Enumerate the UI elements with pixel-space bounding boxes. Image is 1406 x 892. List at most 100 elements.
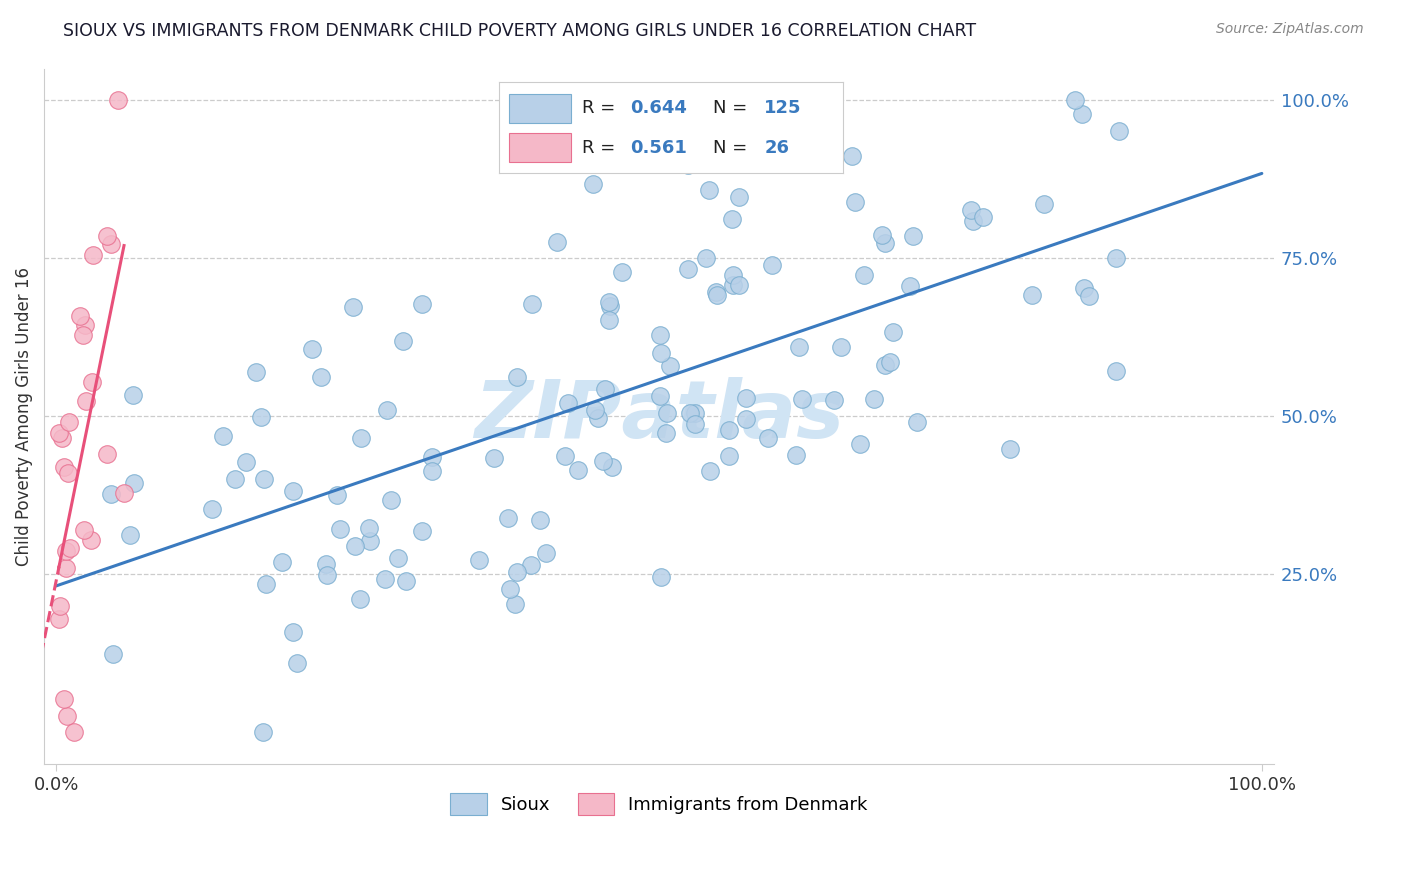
Point xyxy=(841,149,863,163)
Point xyxy=(972,211,994,225)
Point xyxy=(882,325,904,339)
Point xyxy=(735,412,758,426)
Point xyxy=(848,437,870,451)
Point xyxy=(506,566,529,580)
Point xyxy=(53,691,76,706)
Point xyxy=(503,597,526,611)
Point xyxy=(224,472,246,486)
Point xyxy=(699,183,721,197)
Point xyxy=(122,476,145,491)
Point xyxy=(1070,106,1092,120)
Point xyxy=(761,259,783,273)
Point xyxy=(51,431,73,445)
Point xyxy=(583,403,606,417)
Point xyxy=(49,599,72,614)
Point xyxy=(52,460,75,475)
Point xyxy=(650,569,672,583)
Point xyxy=(599,299,621,313)
Point xyxy=(873,236,896,251)
Point xyxy=(377,402,399,417)
Point xyxy=(506,369,529,384)
Point xyxy=(721,268,744,282)
Point xyxy=(391,334,413,348)
Point xyxy=(349,592,371,607)
Point xyxy=(593,382,616,396)
Point xyxy=(998,442,1021,456)
Point xyxy=(63,725,86,739)
Point xyxy=(80,533,103,548)
Point xyxy=(706,288,728,302)
Point xyxy=(592,453,614,467)
Point xyxy=(48,425,70,440)
Point xyxy=(395,574,418,589)
Point xyxy=(879,354,901,368)
Point xyxy=(482,450,505,465)
Point xyxy=(695,251,717,265)
Point xyxy=(271,555,294,569)
Point xyxy=(659,359,682,373)
Point xyxy=(598,295,620,310)
Point xyxy=(72,328,94,343)
Point xyxy=(792,392,814,406)
Point xyxy=(82,248,104,262)
Point xyxy=(235,455,257,469)
Point xyxy=(853,268,876,283)
Point xyxy=(529,513,551,527)
Point xyxy=(100,487,122,501)
Point xyxy=(738,144,761,158)
Point xyxy=(522,297,544,311)
Point xyxy=(281,625,304,640)
Point xyxy=(567,462,589,476)
Point xyxy=(96,229,118,244)
Point xyxy=(56,709,79,723)
Point xyxy=(557,396,579,410)
Point xyxy=(122,388,145,402)
Legend: Sioux, Immigrants from Denmark: Sioux, Immigrants from Denmark xyxy=(441,784,876,824)
Point xyxy=(546,235,568,249)
Point xyxy=(787,341,810,355)
Point xyxy=(420,464,443,478)
Point xyxy=(720,211,742,226)
Point xyxy=(212,429,235,443)
Point xyxy=(727,278,749,293)
Point xyxy=(1064,93,1087,107)
Point xyxy=(870,227,893,242)
Point xyxy=(756,432,779,446)
Point xyxy=(905,415,928,429)
Point xyxy=(468,553,491,567)
Point xyxy=(536,546,558,560)
Point xyxy=(1104,364,1126,378)
Point xyxy=(75,393,97,408)
Point xyxy=(59,541,82,555)
Point xyxy=(380,493,402,508)
Point xyxy=(960,202,983,217)
Point xyxy=(863,392,886,407)
Point xyxy=(58,416,80,430)
Point xyxy=(254,577,277,591)
Point xyxy=(343,540,366,554)
Point xyxy=(1077,289,1099,303)
Point xyxy=(387,550,409,565)
Point xyxy=(350,431,373,445)
Point xyxy=(650,346,672,360)
Point xyxy=(704,285,727,299)
Point xyxy=(48,612,70,626)
Point xyxy=(1021,288,1043,302)
Point xyxy=(785,448,807,462)
Text: SIOUX VS IMMIGRANTS FROM DENMARK CHILD POVERTY AMONG GIRLS UNDER 16 CORRELATION : SIOUX VS IMMIGRANTS FROM DENMARK CHILD P… xyxy=(63,22,976,40)
Text: Source: ZipAtlas.com: Source: ZipAtlas.com xyxy=(1216,22,1364,37)
Point xyxy=(717,449,740,463)
Point xyxy=(962,214,984,228)
Point xyxy=(301,342,323,356)
Point xyxy=(112,486,135,500)
Point xyxy=(252,472,274,486)
Point xyxy=(520,558,543,572)
Point xyxy=(73,524,96,538)
Point xyxy=(411,524,433,538)
Point xyxy=(735,391,758,405)
Point xyxy=(420,450,443,464)
Point xyxy=(359,534,381,549)
Point xyxy=(655,406,678,420)
Point xyxy=(107,93,129,107)
Point xyxy=(844,195,866,210)
